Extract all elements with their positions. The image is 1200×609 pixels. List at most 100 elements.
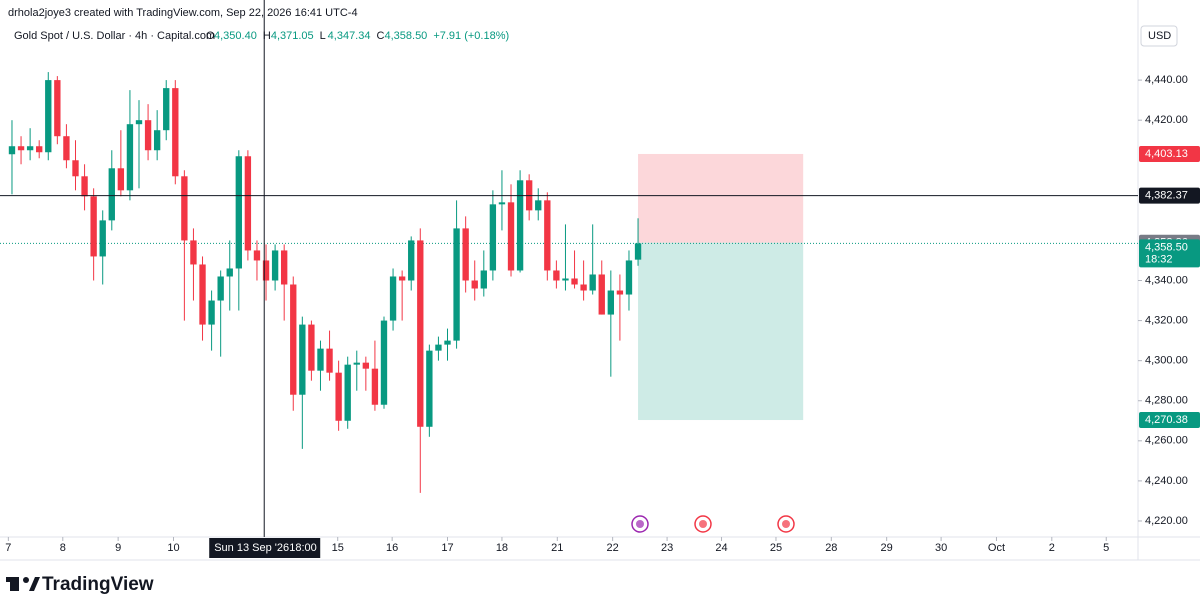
- candle-body: [553, 270, 560, 281]
- candle-body: [72, 160, 79, 177]
- x-tick-label: 16: [386, 542, 398, 554]
- candle-body: [435, 344, 442, 351]
- candle-body: [244, 156, 252, 251]
- x-tick-label: 30: [935, 542, 947, 554]
- ohlc-key: O: [206, 30, 215, 42]
- candle-body: [480, 270, 487, 289]
- candle-body: [99, 220, 106, 257]
- target-zone: [638, 242, 804, 421]
- candle-body: [398, 276, 406, 281]
- ohlc-value: 4,371.05: [271, 30, 314, 42]
- candle-body: [290, 284, 297, 395]
- x-tick-label: 8: [60, 542, 66, 554]
- target-label: 4,270.38: [1145, 414, 1188, 426]
- candle-body: [516, 180, 524, 271]
- candle-body: [190, 240, 197, 265]
- candle-body: [36, 146, 43, 153]
- x-tick-label: 24: [715, 542, 727, 554]
- candle-body: [417, 240, 424, 427]
- last-price-label: 4,358.50: [1145, 241, 1188, 253]
- crosshair-date: Sun 13 Sep '26: [214, 542, 289, 554]
- candle-body: [45, 80, 52, 153]
- x-tick-label: 15: [332, 542, 344, 554]
- y-tick-label: 4,340.00: [1145, 274, 1188, 286]
- candle-body: [262, 260, 270, 281]
- countdown: 18:32: [1145, 253, 1173, 265]
- candle-body: [281, 250, 288, 285]
- candle-body: [544, 200, 551, 271]
- ohlc-value: 4,358.50: [384, 30, 427, 42]
- candle-body: [163, 88, 170, 131]
- candle-body: [199, 264, 206, 325]
- credit: drhola2joye3 created with TradingView.co…: [8, 7, 358, 19]
- crosshair-time: 18:00: [289, 542, 317, 554]
- crosshair-price-box: [1139, 187, 1200, 204]
- x-tick-label: 17: [441, 542, 453, 554]
- candle-body: [634, 243, 642, 260]
- brand: TradingView: [42, 574, 154, 595]
- candle-body: [326, 348, 333, 373]
- candle-body: [389, 276, 397, 321]
- x-tick-label: 28: [825, 542, 837, 554]
- candle-body: [172, 88, 179, 177]
- candle-body: [226, 268, 233, 277]
- candle-body: [108, 168, 115, 221]
- ohlc-value: 4,347.34: [328, 30, 371, 42]
- target-label-box: [1139, 412, 1200, 429]
- footer-logo: [6, 577, 40, 591]
- ohlc-key: L: [320, 30, 326, 42]
- y-tick-label: 4,280.00: [1145, 395, 1188, 407]
- candle-body: [535, 200, 542, 211]
- stop-label: 4,403.13: [1145, 148, 1188, 160]
- ohlc-key: H: [263, 30, 271, 42]
- candle-body: [353, 362, 360, 365]
- candle-body: [217, 276, 224, 301]
- x-tick-label: 18: [496, 542, 508, 554]
- candle-body: [453, 228, 460, 341]
- event-icon-dot: [636, 520, 644, 528]
- candle-body: [126, 124, 134, 191]
- y-tick-label: 4,240.00: [1145, 475, 1188, 487]
- candle-body: [335, 372, 342, 421]
- candle-body: [580, 284, 587, 291]
- x-tick-label: 29: [881, 542, 893, 554]
- x-tick-label: 5: [1103, 542, 1109, 554]
- candle-body: [362, 362, 370, 369]
- candle-body: [63, 136, 70, 161]
- y-tick-label: 4,420.00: [1145, 114, 1188, 126]
- candle-body: [471, 280, 478, 289]
- x-tick-label: 10: [167, 542, 179, 554]
- candle-body: [181, 176, 188, 241]
- candle-body: [498, 202, 506, 205]
- candle-body: [571, 278, 578, 285]
- candle-body: [426, 350, 433, 427]
- candle-body: [117, 168, 125, 191]
- y-tick-label: 4,220.00: [1145, 515, 1188, 527]
- candle-body: [299, 324, 306, 395]
- y-tick-label: 4,440.00: [1145, 74, 1188, 86]
- candle-body: [489, 204, 497, 271]
- candle-body: [153, 130, 161, 151]
- x-tick-label: 25: [770, 542, 782, 554]
- candle-body: [90, 196, 97, 257]
- currency-box: [1140, 25, 1178, 47]
- candle-body: [616, 290, 624, 295]
- candle-body: [607, 290, 615, 315]
- x-tick-label: 9: [115, 542, 121, 554]
- change: +7.91 (+0.18%): [433, 30, 509, 42]
- ohlc-value: 4,350.40: [214, 30, 257, 42]
- candle-body: [462, 228, 469, 281]
- x-tick-label: 2: [1049, 542, 1055, 554]
- candle-body: [317, 348, 324, 371]
- x-tick-label: 23: [661, 542, 673, 554]
- stop-zone: [638, 153, 804, 243]
- symbol: Gold Spot / U.S. Dollar · 4h · Capital.c…: [14, 30, 215, 42]
- candle-body: [408, 240, 415, 281]
- crosshair-price: 4,382.37: [1145, 189, 1188, 201]
- candle-body: [253, 250, 261, 261]
- candle-body: [17, 146, 25, 151]
- candle-body: [81, 176, 88, 197]
- candle-body: [625, 260, 633, 295]
- event-icon-dot: [782, 520, 790, 528]
